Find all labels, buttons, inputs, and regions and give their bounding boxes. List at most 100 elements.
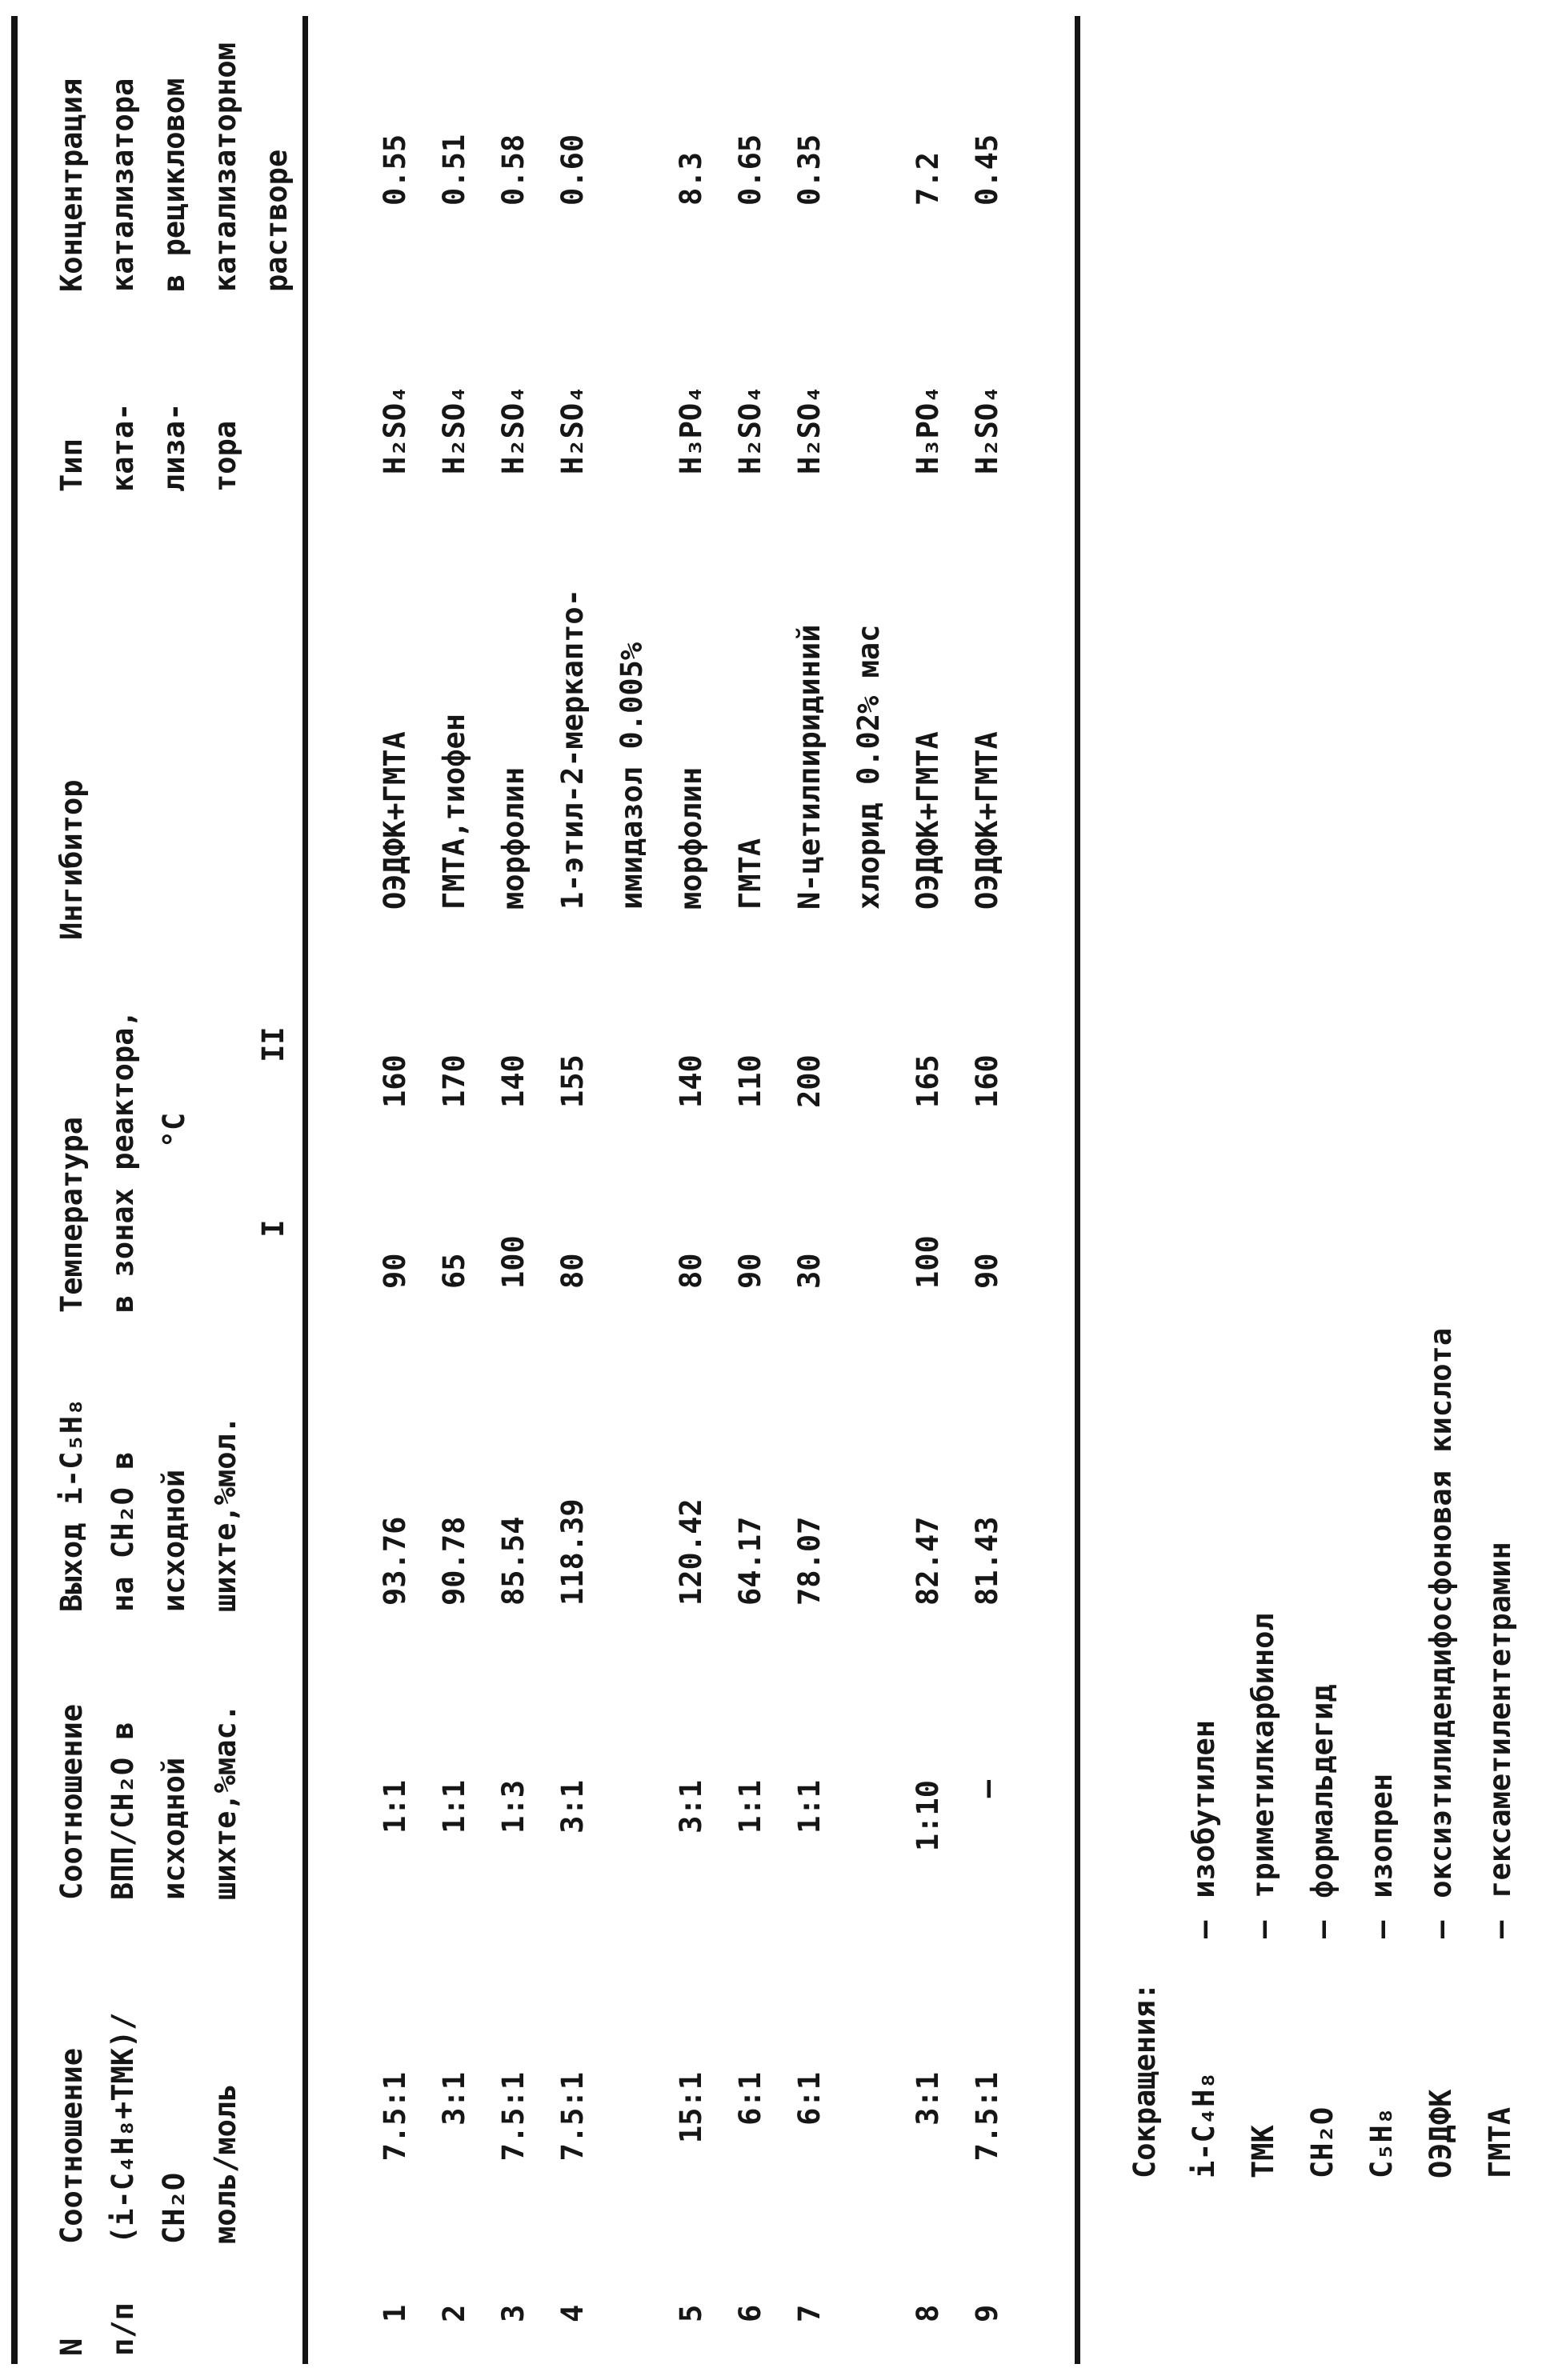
cell-catalyst: H₂SO₄	[496, 385, 531, 474]
cell-concentration: 0.65	[733, 134, 767, 206]
cell-catalyst: H₂SO₄	[437, 385, 471, 474]
cell-catalyst: H₂SO₄	[792, 385, 827, 474]
cell-yield: 81.43	[970, 1516, 1004, 1606]
cell-ratio-vpp: 1:10	[911, 1780, 945, 1852]
cell-temp-zone1: 100	[496, 1235, 531, 1289]
cell-ratio-ic4h8-tmk: 7.5:1	[970, 2072, 1004, 2162]
footnote-abbr: ТМК	[1246, 2125, 1280, 2178]
header-degrees-celsius: °C	[157, 1112, 191, 1149]
cell-concentration: 7.2	[911, 152, 945, 206]
cell-yield: 82.47	[911, 1516, 945, 1606]
footnote-item: ТМК – триметилкарбинол	[1234, 0, 1293, 2178]
cell-row-number: 6	[733, 2304, 767, 2322]
footnote-definition: гексаметилентетрамин	[1483, 1542, 1517, 1898]
header-line: (i-C₄H₈+ТМК)/	[106, 2012, 140, 2244]
cell-yield: 120.42	[674, 1498, 708, 1606]
footnote-dash: –	[1424, 1920, 1458, 1938]
header-line: Концентрация	[54, 78, 89, 292]
header-yield: Выход i-C₅H₈ на CH₂O в исходной шихте,%м…	[14, 1316, 306, 1620]
cell-temp-zone2: 140	[674, 1054, 708, 1108]
cell-row-number: 3	[496, 2304, 531, 2322]
footnote-item: ГМТА – гексаметилентетрамин	[1471, 0, 1530, 2178]
header-line: исходной	[157, 1469, 191, 1612]
cell-temp-zone2: 160	[970, 1054, 1004, 1108]
cell-catalyst: H₂SO₄	[970, 385, 1004, 474]
cell-concentration: 0.45	[970, 134, 1004, 206]
header-line: шихте,%мол.	[208, 1415, 242, 1612]
cell-yield: 93.76	[378, 1516, 412, 1606]
footnote-definition: изобутилен	[1187, 1719, 1221, 1898]
cell-row-number: 8	[911, 2304, 945, 2322]
cell-inhibitor: морфолин	[496, 766, 531, 910]
footnote-abbr: ГМТА	[1483, 2106, 1517, 2178]
header-zone-1: I	[256, 1219, 290, 1238]
header-ratio-ic4h8-tmk: Соотношение (i-C₄H₈+ТМК)/ CH₂O моль/моль	[14, 1908, 306, 2252]
header-line: ката-	[106, 402, 140, 492]
cell-ratio-vpp: 3:1	[555, 1780, 590, 1834]
abbreviations-block: Сокращения: i-C₄H₈ – изобутилен ТМК – тримет…	[1115, 0, 1530, 2178]
cell-yield: 85.54	[496, 1516, 531, 1606]
table-row: 3 7.5:1 1:3 85.54 100 140 морфолин H₂SO₄…	[484, 16, 543, 2364]
header-line: Соотношение	[54, 2047, 89, 2244]
table-row: 5 15:1 3:1 120.42 80 140 морфолин H₃PO₄ …	[662, 16, 721, 2364]
cell-temp-zone2: 170	[437, 1054, 471, 1108]
cell-temp-zone1: 65	[437, 1253, 471, 1289]
header-line: п/п	[106, 2302, 140, 2356]
cell-inhibitor: ОЭДФК+ГМТА	[378, 731, 412, 910]
cell-ratio-ic4h8-tmk: 3:1	[911, 2072, 945, 2126]
cell-ratio-ic4h8-tmk: 15:1	[674, 2072, 708, 2144]
cell-temp-zone2: 155	[555, 1054, 590, 1108]
cell-ratio-vpp: 1:1	[378, 1780, 412, 1834]
header-line: CH₂O	[157, 2172, 191, 2244]
header-line: в зонах реактора,	[106, 1010, 140, 1313]
cell-inhibitor: N-цетилпиридиний хлорид 0.02% мас	[792, 624, 886, 910]
cell-catalyst: H₂SO₄	[733, 385, 767, 474]
header-line: катализатора	[106, 78, 140, 292]
footnote-item: CH₂O – формальдегид	[1293, 0, 1352, 2178]
header-line: Тип	[54, 438, 89, 492]
header-line: в рецикловом	[157, 78, 191, 292]
table-body: 1 7.5:1 1:1 93.76 90 160 ОЭДФК+ГМТА H₂SO…	[306, 16, 1078, 2364]
cell-concentration: 0.55	[378, 134, 412, 206]
cell-concentration: 0.58	[496, 134, 531, 206]
cell-ratio-ic4h8-tmk: 7.5:1	[496, 2072, 531, 2162]
cell-inhibitor: морфолин	[674, 766, 708, 910]
header-temperature: Температура в зонах реактора, °C I II	[14, 947, 306, 1316]
cell-row-number: 7	[792, 2304, 827, 2322]
cell-row-number: 9	[970, 2304, 1004, 2322]
header-catalyst-type: Тип ката- лиза- тора	[14, 299, 306, 500]
footnote-abbr: CH₂O	[1305, 2106, 1340, 2178]
header-zone-2: II	[256, 1026, 290, 1062]
cell-temp-zone2: 200	[792, 1054, 827, 1108]
footnote-dash: –	[1246, 1920, 1280, 1938]
cell-yield: 78.07	[792, 1516, 827, 1606]
cell-ratio-ic4h8-tmk: 6:1	[733, 2072, 767, 2126]
cell-inhibitor: ОЭДФК+ГМТА	[911, 731, 945, 910]
footnote-definition: формальдегид	[1305, 1684, 1340, 1898]
cell-yield: 64.17	[733, 1516, 767, 1606]
footnote-item: i-C₄H₈ – изобутилен	[1175, 0, 1234, 2178]
cell-temp-zone1: 30	[792, 1253, 827, 1289]
footnote-definition: триметилкарбинол	[1246, 1613, 1280, 1898]
footnote-abbr: C₅H₈	[1364, 2106, 1399, 2178]
results-table: N п/п Соотношение (i-C₄H₈+ТМК)/ CH₂O мол…	[11, 15, 1080, 2364]
cell-yield: 90.78	[437, 1516, 471, 1606]
cell-row-number: 2	[437, 2304, 471, 2322]
cell-catalyst: H₃PO₄	[674, 385, 708, 474]
header-line: исходной	[157, 1757, 191, 1900]
header-line: лиза-	[157, 402, 191, 492]
header-line: растворе	[259, 149, 294, 292]
header-line: N	[54, 2338, 89, 2356]
footnote-abbr: ОЭДФК	[1424, 2089, 1458, 2178]
table-row: 6 6:1 1:1 64.17 90 110 ГМТА H₂SO₄ 0.65	[721, 16, 780, 2364]
footnote-dash: –	[1305, 1920, 1340, 1938]
cell-concentration: 0.35	[792, 134, 827, 206]
footnote-item: ОЭДФК – оксиэтилидендифосфоновая кислота	[1412, 0, 1471, 2178]
table-row: 8 3:1 1:10 82.47 100 165 ОЭДФК+ГМТА H₃PO…	[899, 16, 958, 2364]
cell-catalyst: H₃PO₄	[911, 385, 945, 474]
header-line: Соотношение	[54, 1703, 89, 1900]
header-line: тора	[208, 420, 242, 492]
cell-temp-zone1: 100	[911, 1235, 945, 1289]
header-line: моль/моль	[208, 2083, 242, 2244]
